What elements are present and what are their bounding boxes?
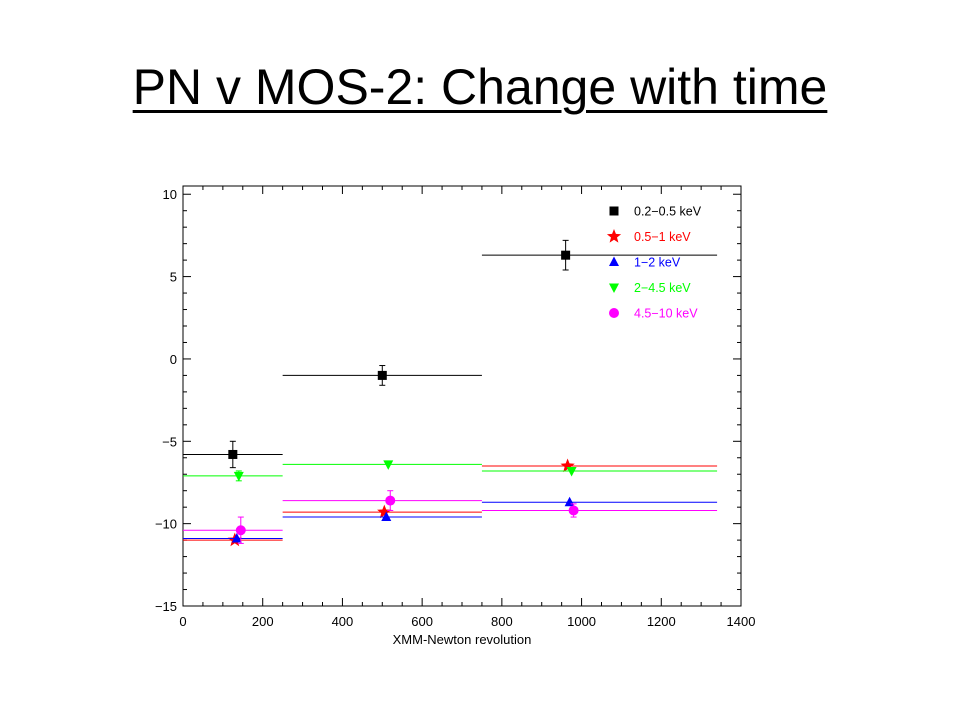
- data-point: [235, 525, 246, 536]
- x-tick-label: 200: [252, 614, 274, 629]
- y-tick-label: −15: [155, 599, 177, 614]
- plot-frame: [182, 185, 742, 607]
- y-tick-label: 0: [170, 352, 177, 367]
- x-tick-label: 800: [491, 614, 513, 629]
- x-tick-label: 1200: [647, 614, 676, 629]
- data-point: [383, 460, 394, 470]
- data-point: [385, 495, 396, 506]
- data-point: [381, 511, 392, 522]
- x-tick-label: 1000: [567, 614, 596, 629]
- data-point: [560, 458, 575, 473]
- data-point: [377, 504, 392, 519]
- legend-label: 4.5−10 keV: [634, 307, 698, 321]
- data-point: [561, 250, 571, 260]
- legend-marker: [609, 283, 619, 293]
- x-tick-label: 400: [332, 614, 354, 629]
- data-point: [231, 532, 242, 543]
- data-point: [228, 449, 238, 459]
- data-point: [566, 466, 577, 477]
- data-point: [377, 370, 387, 380]
- legend-label: 2−4.5 keV: [634, 281, 691, 295]
- page-title: PN v MOS-2: Change with time: [132, 59, 828, 115]
- y-tick-label: 5: [170, 270, 177, 285]
- data-point: [568, 505, 579, 516]
- y-tick-label: −5: [162, 434, 177, 449]
- x-tick-label: 0: [179, 614, 186, 629]
- legend-label: 1−2 keV: [634, 256, 681, 270]
- legend-marker: [609, 308, 619, 318]
- legend-label: 0.5−1 keV: [634, 230, 691, 244]
- legend-marker: [609, 206, 619, 216]
- scatter-chart: 0 200 400 600 800 1000 1200 1400 −15 −10 −5 0 5 10 XMM…: [155, 185, 756, 647]
- y-tick-label: −10: [155, 517, 177, 532]
- x-tick-label: 1400: [727, 614, 756, 629]
- x-tick-label: 600: [411, 614, 433, 629]
- x-axis-label: XMM-Newton revolution: [393, 632, 532, 647]
- legend-marker: [609, 256, 619, 266]
- data-point: [233, 471, 244, 482]
- y-tick-label: 10: [163, 187, 177, 202]
- legend-marker: [606, 229, 622, 243]
- legend-label: 0.2−0.5 keV: [634, 205, 702, 219]
